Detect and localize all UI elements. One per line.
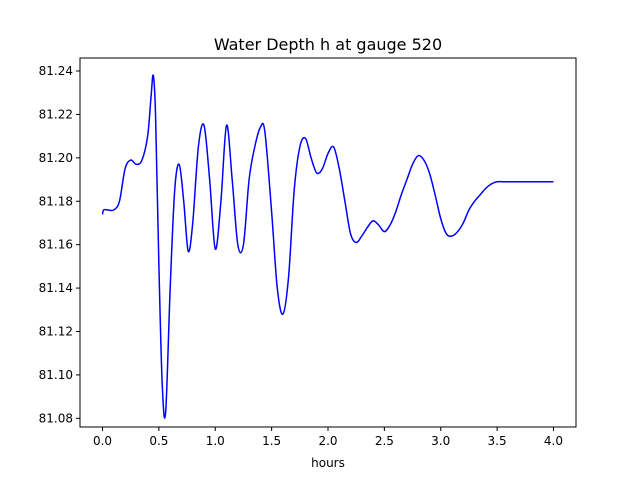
y-tick-label: 81.18 (39, 194, 73, 208)
x-tick-label: 2.0 (318, 434, 337, 448)
x-tick-label: 3.0 (431, 434, 450, 448)
y-tick-label: 81.12 (39, 324, 73, 338)
plot-area (101, 74, 554, 419)
x-tick-label: 0.0 (93, 434, 112, 448)
y-tick-label: 81.20 (39, 151, 73, 165)
x-tick-label: 1.5 (262, 434, 281, 448)
y-tick-label: 81.10 (39, 368, 73, 382)
x-tick-label: 4.0 (544, 434, 563, 448)
x-tick-label: 2.5 (375, 434, 394, 448)
x-tick-label: 1.0 (206, 434, 225, 448)
y-tick-label: 81.14 (39, 281, 73, 295)
y-tick-label: 81.16 (39, 238, 73, 252)
series-line-0 (101, 74, 554, 419)
x-tick-label: 0.5 (149, 434, 168, 448)
y-tick-label: 81.22 (39, 107, 73, 121)
y-axis: 81.08 81.10 81.12 81.14 81.16 81.18 81.20 81.22… (39, 64, 80, 425)
y-tick-label: 81.08 (39, 411, 73, 425)
x-axis-label: hours (311, 456, 345, 470)
x-axis: 0.0 0.5 1.0 1.5 2.0 2.5 3.0 3.5 4.0 (93, 427, 563, 448)
x-tick-label: 3.5 (488, 434, 507, 448)
y-tick-label: 81.24 (39, 64, 73, 78)
chart-title: Water Depth h at gauge 520 (214, 35, 442, 54)
plot-frame (79, 57, 577, 428)
